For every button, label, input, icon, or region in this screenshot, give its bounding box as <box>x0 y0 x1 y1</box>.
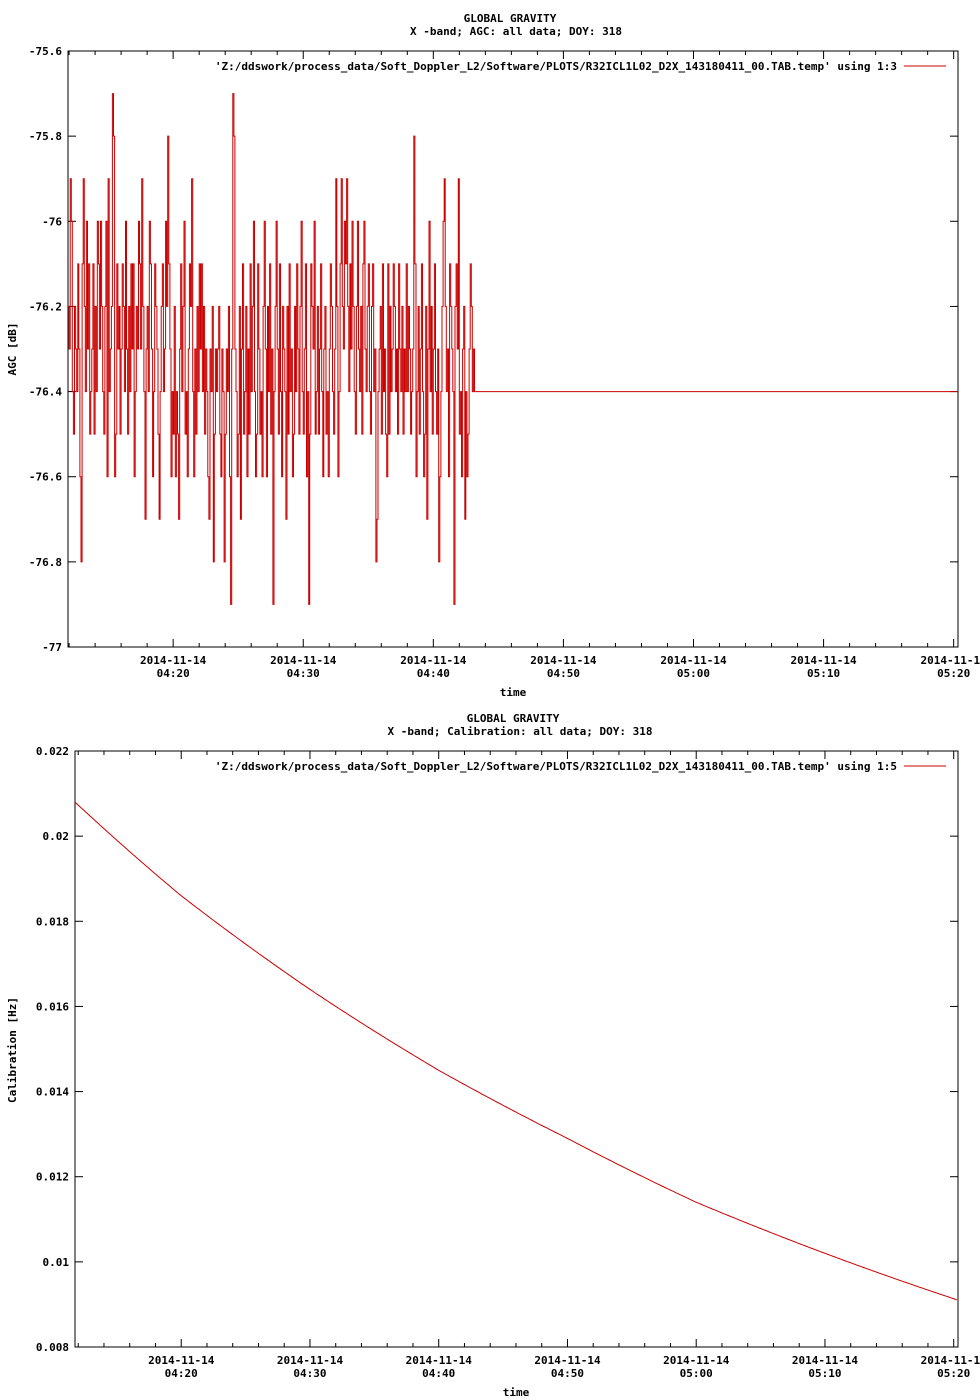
x-tick-date: 2014-11-14 <box>534 1354 601 1367</box>
x-axis-label: time <box>500 686 527 699</box>
legend-label: 'Z:/ddswork/process_data/Soft_Doppler_L2… <box>215 60 897 73</box>
y-tick-label: -77 <box>42 641 62 654</box>
calibration-chart: GLOBAL GRAVITY X -band; Calibration: all… <box>6 712 980 1399</box>
chart-title: GLOBAL GRAVITY <box>467 712 560 725</box>
chart-subtitle: X -band; AGC: all data; DOY: 318 <box>410 25 622 38</box>
x-tick-time: 04:40 <box>417 667 450 680</box>
x-tick-date: 2014-11-14 <box>660 654 727 667</box>
chart-title: GLOBAL GRAVITY <box>464 12 557 25</box>
x-tick-date: 2014-11-14 <box>148 1354 215 1367</box>
x-axis-label: time <box>503 1386 530 1399</box>
x-tick-date: 2014-11-14 <box>921 654 980 667</box>
x-tick-time: 05:10 <box>807 667 840 680</box>
x-tick-time: 04:30 <box>293 1367 326 1380</box>
y-tick-label: 0.022 <box>36 745 69 758</box>
x-tick-time: 05:20 <box>937 667 970 680</box>
y-tick-label: 0.012 <box>36 1171 69 1184</box>
x-axis: 2014-11-1404:202014-11-1404:302014-11-14… <box>77 751 980 1380</box>
chart-subtitle: X -band; Calibration: all data; DOY: 318 <box>388 725 653 738</box>
agc-series-line <box>68 93 958 605</box>
x-tick-date: 2014-11-14 <box>663 1354 730 1367</box>
y-tick-label: -76.4 <box>29 386 62 399</box>
y-tick-label: 0.014 <box>36 1086 69 1099</box>
y-tick-label: 0.008 <box>36 1341 69 1354</box>
x-tick-date: 2014-11-14 <box>406 1354 473 1367</box>
x-tick-date: 2014-11-14 <box>270 654 337 667</box>
x-tick-date: 2014-11-14 <box>530 654 597 667</box>
y-tick-label: -75.8 <box>29 130 62 143</box>
x-tick-time: 04:40 <box>422 1367 455 1380</box>
y-axis-label: AGC [dB] <box>6 323 19 376</box>
y-tick-label: 0.018 <box>36 915 69 928</box>
x-tick-date: 2014-11-14 <box>792 1354 859 1367</box>
x-tick-time: 04:30 <box>287 667 320 680</box>
x-tick-date: 2014-11-14 <box>140 654 207 667</box>
x-tick-time: 05:00 <box>677 667 710 680</box>
x-tick-date: 2014-11-14 <box>400 654 467 667</box>
x-tick-time: 05:00 <box>680 1367 713 1380</box>
x-tick-time: 05:10 <box>808 1367 841 1380</box>
x-tick-time: 05:20 <box>937 1367 970 1380</box>
x-tick-date: 2014-11-14 <box>921 1354 980 1367</box>
x-tick-time: 04:20 <box>165 1367 198 1380</box>
agc-chart: GLOBAL GRAVITY X -band; AGC: all data; D… <box>6 12 980 699</box>
plot-frame <box>67 50 959 648</box>
y-tick-label: -76 <box>42 215 62 228</box>
x-tick-date: 2014-11-14 <box>277 1354 344 1367</box>
plot-frame <box>74 750 959 1348</box>
legend-label: 'Z:/ddswork/process_data/Soft_Doppler_L2… <box>215 760 897 773</box>
y-axis-label: Calibration [Hz] <box>6 997 19 1103</box>
y-tick-label: -75.6 <box>29 45 62 58</box>
x-tick-time: 04:50 <box>551 1367 584 1380</box>
calibration-series-line <box>74 801 958 1301</box>
y-tick-label: -76.6 <box>29 471 62 484</box>
x-tick-time: 04:50 <box>547 667 580 680</box>
y-axis: 0.022 0.02 0.018 0.016 0.014 0.012 0.01 0.008 <box>36 745 958 1354</box>
y-tick-label: -76.2 <box>29 300 62 313</box>
x-tick-date: 2014-11-14 <box>790 654 857 667</box>
x-axis: 2014-11-1404:202014-11-1404:302014-11-14… <box>68 51 980 680</box>
x-tick-time: 04:20 <box>157 667 190 680</box>
y-tick-label: 0.016 <box>36 1000 69 1013</box>
y-tick-label: 0.01 <box>43 1256 70 1269</box>
y-tick-label: -76.8 <box>29 556 62 569</box>
y-tick-label: 0.02 <box>43 830 70 843</box>
